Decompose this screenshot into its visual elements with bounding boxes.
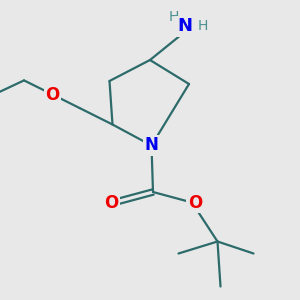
Text: O: O: [45, 85, 60, 103]
Text: O: O: [188, 194, 202, 211]
Text: O: O: [104, 194, 118, 211]
Text: H: H: [197, 20, 208, 33]
Text: H: H: [169, 11, 179, 24]
Text: N: N: [177, 17, 192, 35]
Text: N: N: [145, 136, 158, 154]
